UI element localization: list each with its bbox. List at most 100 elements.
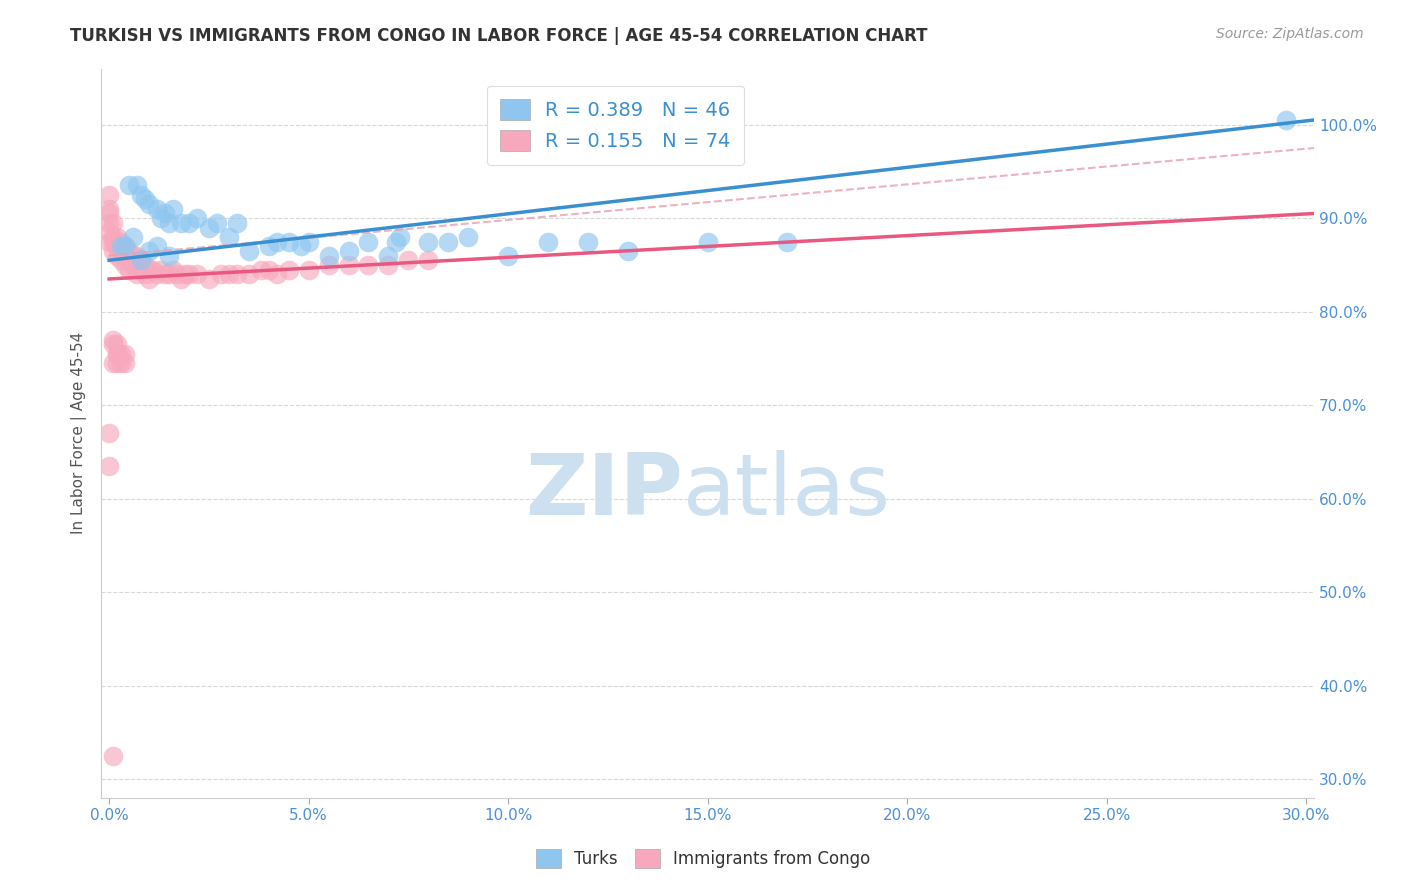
Immigrants from Congo	[110, 244, 132, 258]
Immigrants from Congo	[170, 272, 193, 286]
Turks	[114, 239, 136, 253]
Immigrants from Congo	[98, 458, 121, 473]
Immigrants from Congo	[138, 262, 160, 277]
Immigrants from Congo	[134, 258, 156, 272]
Immigrants from Congo	[377, 258, 399, 272]
Turks	[110, 239, 132, 253]
Immigrants from Congo	[105, 337, 128, 351]
Immigrants from Congo	[249, 262, 271, 277]
Turks	[157, 216, 180, 230]
Turks	[277, 235, 299, 249]
Immigrants from Congo	[186, 267, 208, 281]
Immigrants from Congo	[198, 272, 221, 286]
Immigrants from Congo	[396, 253, 419, 268]
Turks	[122, 230, 145, 244]
Turks	[457, 230, 479, 244]
Immigrants from Congo	[218, 267, 240, 281]
Immigrants from Congo	[114, 347, 136, 361]
Immigrants from Congo	[101, 244, 124, 258]
Immigrants from Congo	[98, 202, 121, 216]
Turks	[125, 178, 148, 193]
Immigrants from Congo	[101, 235, 124, 249]
Turks	[437, 235, 460, 249]
Immigrants from Congo	[98, 235, 121, 249]
Turks	[225, 216, 247, 230]
Turks	[337, 244, 360, 258]
Immigrants from Congo	[174, 267, 197, 281]
Turks	[129, 253, 152, 268]
Legend: R = 0.389   N = 46, R = 0.155   N = 74: R = 0.389 N = 46, R = 0.155 N = 74	[486, 86, 744, 165]
Immigrants from Congo	[114, 249, 136, 263]
Immigrants from Congo	[118, 244, 141, 258]
Turks	[146, 239, 169, 253]
Immigrants from Congo	[149, 262, 172, 277]
Turks	[266, 235, 288, 249]
Turks	[186, 211, 208, 226]
Immigrants from Congo	[110, 235, 132, 249]
Immigrants from Congo	[238, 267, 260, 281]
Turks	[134, 193, 156, 207]
Y-axis label: In Labor Force | Age 45-54: In Labor Force | Age 45-54	[72, 332, 87, 534]
Immigrants from Congo	[125, 258, 148, 272]
Turks	[257, 239, 280, 253]
Text: TURKISH VS IMMIGRANTS FROM CONGO IN LABOR FORCE | AGE 45-54 CORRELATION CHART: TURKISH VS IMMIGRANTS FROM CONGO IN LABO…	[70, 27, 928, 45]
Immigrants from Congo	[146, 267, 169, 281]
Turks	[776, 235, 799, 249]
Immigrants from Congo	[114, 258, 136, 272]
Legend: Turks, Immigrants from Congo: Turks, Immigrants from Congo	[529, 843, 877, 875]
Turks	[198, 220, 221, 235]
Immigrants from Congo	[101, 333, 124, 347]
Immigrants from Congo	[225, 267, 247, 281]
Immigrants from Congo	[98, 426, 121, 441]
Immigrants from Congo	[257, 262, 280, 277]
Turks	[162, 202, 184, 216]
Text: ZIP: ZIP	[526, 450, 683, 533]
Immigrants from Congo	[110, 356, 132, 370]
Turks	[149, 211, 172, 226]
Immigrants from Congo	[209, 267, 232, 281]
Turks	[138, 197, 160, 211]
Turks	[218, 230, 240, 244]
Turks	[153, 206, 176, 220]
Immigrants from Congo	[122, 258, 145, 272]
Immigrants from Congo	[105, 239, 128, 253]
Immigrants from Congo	[101, 356, 124, 370]
Immigrants from Congo	[125, 249, 148, 263]
Turks	[418, 235, 440, 249]
Immigrants from Congo	[98, 225, 121, 239]
Turks	[157, 249, 180, 263]
Turks	[496, 249, 519, 263]
Turks	[537, 235, 560, 249]
Immigrants from Congo	[177, 267, 200, 281]
Immigrants from Congo	[101, 749, 124, 764]
Immigrants from Congo	[157, 267, 180, 281]
Turks	[576, 235, 599, 249]
Immigrants from Congo	[101, 216, 124, 230]
Immigrants from Congo	[105, 347, 128, 361]
Turks	[170, 216, 193, 230]
Text: atlas: atlas	[683, 450, 891, 533]
Immigrants from Congo	[418, 253, 440, 268]
Turks	[617, 244, 640, 258]
Immigrants from Congo	[166, 267, 188, 281]
Turks	[318, 249, 340, 263]
Turks	[389, 230, 412, 244]
Immigrants from Congo	[153, 267, 176, 281]
Immigrants from Congo	[101, 230, 124, 244]
Immigrants from Congo	[105, 230, 128, 244]
Immigrants from Congo	[98, 216, 121, 230]
Immigrants from Congo	[318, 258, 340, 272]
Immigrants from Congo	[134, 267, 156, 281]
Immigrants from Congo	[118, 253, 141, 268]
Immigrants from Congo	[297, 262, 319, 277]
Immigrants from Congo	[162, 262, 184, 277]
Immigrants from Congo	[122, 249, 145, 263]
Immigrants from Congo	[98, 187, 121, 202]
Turks	[357, 235, 380, 249]
Immigrants from Congo	[142, 262, 165, 277]
Immigrants from Congo	[114, 356, 136, 370]
Immigrants from Congo	[105, 347, 128, 361]
Turks	[205, 216, 228, 230]
Immigrants from Congo	[125, 267, 148, 281]
Immigrants from Congo	[129, 253, 152, 268]
